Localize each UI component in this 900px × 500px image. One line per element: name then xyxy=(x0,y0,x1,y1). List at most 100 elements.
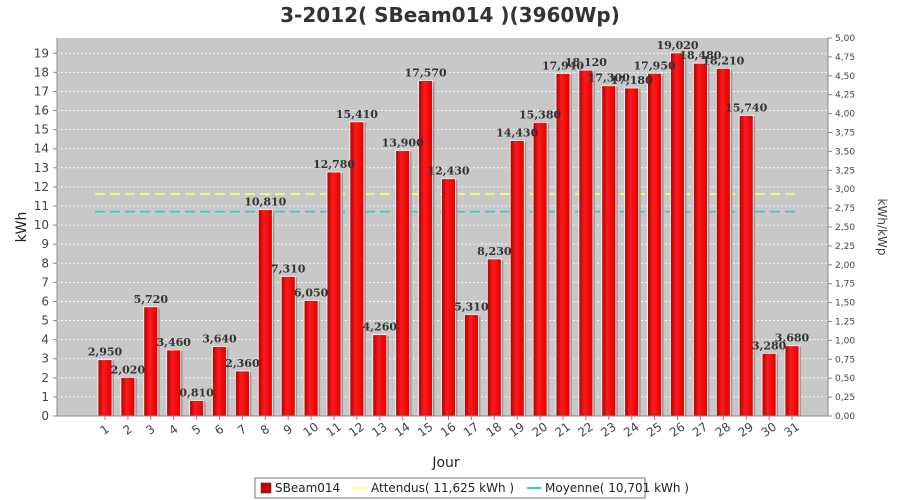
value-label: 6,050 xyxy=(294,287,329,300)
value-label: 15,740 xyxy=(725,102,767,115)
legend-box xyxy=(254,477,646,499)
x-tick-label: 14 xyxy=(392,420,413,440)
y-tick-label: 1 xyxy=(41,390,49,404)
value-label: 5,310 xyxy=(454,301,489,314)
y-tick-label: 8 xyxy=(41,256,49,270)
y2-tick-label: 1,00 xyxy=(835,336,855,346)
x-tick-label: 11 xyxy=(323,420,344,440)
y-tick-label: 18 xyxy=(34,65,49,79)
x-tick-label: 27 xyxy=(690,420,711,440)
value-label: 12,780 xyxy=(313,158,355,171)
y2-tick-label: 0,00 xyxy=(835,412,855,422)
y2-tick-label: 0,50 xyxy=(835,374,855,384)
value-label: 15,380 xyxy=(519,108,561,121)
value-label: 3,460 xyxy=(156,336,191,349)
x-tick-label: 12 xyxy=(346,420,367,440)
value-label: 14,430 xyxy=(496,127,538,140)
y-tick-label: 4 xyxy=(41,333,49,347)
x-tick-label: 24 xyxy=(621,420,642,440)
bar-day-19 xyxy=(509,140,525,417)
bar-day-28 xyxy=(715,67,731,417)
y2-tick-label: 3,00 xyxy=(835,185,855,195)
y2-tick-label: 2,00 xyxy=(835,261,855,271)
y-tick-label: 19 xyxy=(34,46,49,60)
value-label: 18,120 xyxy=(565,56,607,69)
value-label: 17,180 xyxy=(611,74,653,87)
bar-day-25 xyxy=(647,72,662,417)
bar-day-17 xyxy=(463,314,479,417)
x-tick-label: 28 xyxy=(713,420,734,440)
bar-day-10 xyxy=(303,300,319,417)
bar-day-7 xyxy=(234,370,250,417)
value-label: 3,680 xyxy=(775,332,810,345)
bar-day-27 xyxy=(693,62,708,417)
legend-item-label: SBeam014 xyxy=(275,481,340,495)
bar-day-31 xyxy=(784,345,800,417)
value-label: 5,720 xyxy=(134,293,169,306)
value-label: 8,230 xyxy=(477,245,512,258)
y-tick-label: 13 xyxy=(34,161,49,175)
x-tick-label: 15 xyxy=(415,420,436,440)
x-tick-label: 23 xyxy=(598,420,619,440)
legend-item-label: Attendus( 11,625 kWh ) xyxy=(371,481,514,495)
bar-day-21 xyxy=(555,73,571,417)
x-tick-label: 3 xyxy=(143,422,157,438)
x-tick-label: 2 xyxy=(120,422,134,438)
y-tick-label: 10 xyxy=(34,218,49,232)
y2-tick-label: 0,25 xyxy=(835,393,855,403)
x-axis-label: Jour xyxy=(431,455,460,471)
legend-swatch xyxy=(260,482,272,494)
y2-tick-label: 3,50 xyxy=(835,147,855,157)
x-tick-label: 29 xyxy=(736,420,757,440)
y2-tick-label: 2,75 xyxy=(835,204,855,214)
x-tick-label: 4 xyxy=(166,422,180,438)
bar-day-29 xyxy=(738,115,754,417)
bar-day-11 xyxy=(326,171,342,417)
x-tick-label: 18 xyxy=(484,420,505,440)
bar-day-30 xyxy=(761,352,777,417)
y2-tick-label: 2,25 xyxy=(835,242,855,252)
value-label: 18,480 xyxy=(679,49,721,62)
y-tick-label: 17 xyxy=(34,84,49,98)
y-tick-label: 5 xyxy=(41,314,49,328)
bar-day-2 xyxy=(120,377,136,417)
bar-day-16 xyxy=(441,178,456,417)
bar-day-13 xyxy=(372,334,388,417)
value-label: 3,280 xyxy=(752,339,787,352)
bar-day-5 xyxy=(189,400,205,417)
legend: SBeam014 Attendus( 11,625 kWh ) Moyenne( 1… xyxy=(254,477,689,499)
y2-tick-label: 0,75 xyxy=(835,355,855,365)
x-tick-label: 21 xyxy=(552,420,573,440)
y2-tick-label: 3,75 xyxy=(835,129,855,139)
y2-tick-label: 4,25 xyxy=(835,91,855,101)
y-tick-label: 7 xyxy=(41,275,49,289)
y-tick-label: 15 xyxy=(34,123,49,137)
y2-tick-label: 4,00 xyxy=(835,110,855,120)
y-tick-label: 9 xyxy=(41,237,49,251)
value-label: 10,810 xyxy=(244,196,286,209)
x-tick-label: 16 xyxy=(438,420,459,440)
value-label: 15,410 xyxy=(336,108,378,121)
bar-day-4 xyxy=(166,349,182,417)
value-label: 17,300 xyxy=(588,72,630,85)
x-tick-label: 31 xyxy=(781,420,802,440)
x-tick-label: 5 xyxy=(189,422,203,438)
y2-tick-label: 4,75 xyxy=(835,53,855,63)
y-tick-label: 16 xyxy=(34,104,49,118)
x-tick-label: 9 xyxy=(281,422,295,438)
x-tick-label: 17 xyxy=(461,420,482,440)
value-label: 12,430 xyxy=(427,165,469,178)
bar-day-24 xyxy=(624,87,640,417)
value-label: 2,020 xyxy=(111,363,146,376)
value-label: 2,360 xyxy=(225,357,260,370)
x-tick-label: 8 xyxy=(258,422,272,438)
y2-tick-label: 1,25 xyxy=(835,318,855,328)
bar-day-23 xyxy=(601,85,617,417)
x-tick-label: 7 xyxy=(235,422,249,438)
value-label: 4,260 xyxy=(363,321,398,334)
y-axis-label: kWh xyxy=(14,212,30,243)
value-label: 13,900 xyxy=(382,137,424,150)
x-tick-label: 1 xyxy=(98,422,112,438)
x-tick-label: 22 xyxy=(575,420,596,440)
x-tick-label: 25 xyxy=(644,420,665,440)
